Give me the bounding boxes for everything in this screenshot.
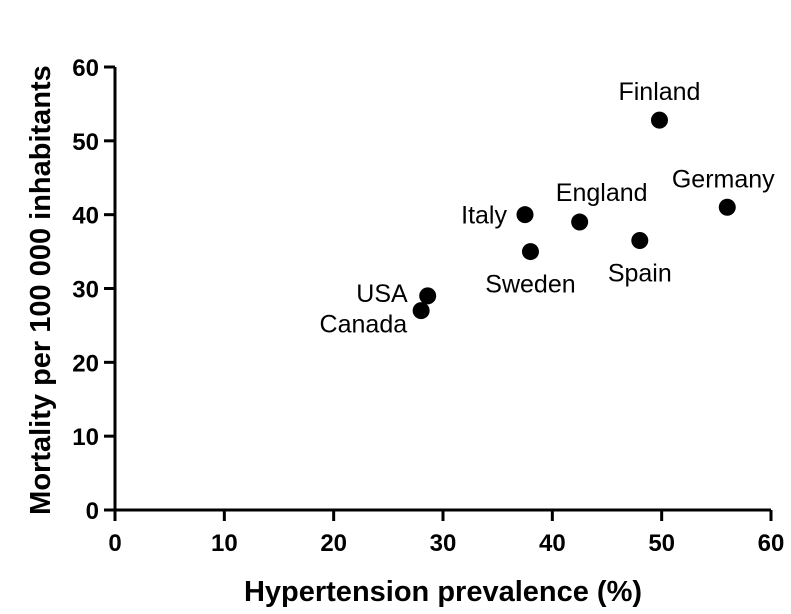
y-tick-label: 20	[72, 350, 99, 377]
x-axis-title: Hypertension prevalence (%)	[244, 576, 642, 608]
y-axis-title: Mortality per 100 000 inhabitants	[25, 65, 57, 515]
y-tick-label: 0	[86, 498, 99, 525]
x-tick-label: 10	[211, 530, 238, 557]
point-label-usa: USA	[356, 280, 408, 308]
data-point-canada	[412, 302, 430, 320]
data-point-germany	[718, 198, 736, 216]
y-ticks: 0 10 20 30 40 50 60	[72, 55, 115, 525]
x-tick-label: 50	[648, 530, 675, 557]
y-tick-label: 30	[72, 277, 99, 304]
data-point-spain	[631, 232, 649, 250]
point-label-italy: Italy	[461, 202, 507, 230]
point-label-england: England	[556, 179, 648, 207]
y-tick-label: 10	[72, 424, 99, 451]
data-point-italy	[516, 206, 534, 224]
x-tick-label: 20	[320, 530, 347, 557]
y-tick-label: 50	[72, 129, 99, 156]
point-label-germany: Germany	[672, 165, 775, 193]
data-point-labels: Finland Germany Italy England Sweden Spain USA…	[320, 78, 776, 338]
data-points	[412, 111, 736, 320]
data-point-finland	[650, 111, 668, 129]
data-point-usa	[419, 287, 437, 305]
point-label-canada: Canada	[320, 311, 408, 339]
x-tick-label: 40	[539, 530, 566, 557]
x-tick-label: 0	[108, 530, 121, 557]
point-label-spain: Spain	[608, 260, 672, 288]
y-tick-label: 40	[72, 203, 99, 230]
x-ticks: 0 10 20 30 40 50 60	[108, 510, 784, 557]
x-tick-label: 30	[430, 530, 457, 557]
x-tick-label: 60	[758, 530, 785, 557]
y-tick-label: 60	[72, 55, 99, 82]
point-label-sweden: Sweden	[485, 271, 575, 299]
data-point-england	[571, 213, 589, 231]
data-point-sweden	[521, 243, 539, 261]
point-label-finland: Finland	[618, 78, 700, 106]
